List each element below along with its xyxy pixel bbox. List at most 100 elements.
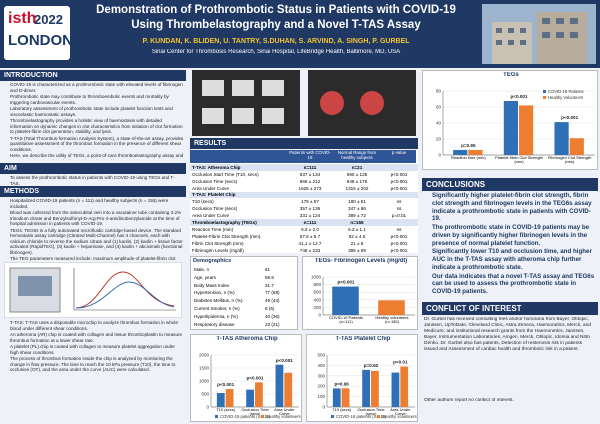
table-cell: Occlusion Time (secs) [192,178,238,184]
table-cell: p<0.001 [390,233,408,239]
list: COVID-19 is characterized as a prothromb… [2,82,184,160]
table-cell: 331 ± 124 [299,213,321,219]
p-value: p=0.95 [461,143,476,148]
section-heading: AIM [0,163,186,174]
table-title: Demographics [193,258,232,264]
legend-label: Healthy Volunteers [548,95,583,100]
y-tick-label: 80 [436,89,442,94]
table-header: Normal Range from healthy subjects [332,150,382,163]
bar [391,372,400,407]
y-tick-label: 100 [317,394,325,399]
p-value: p<0.001 [247,375,264,380]
x-tick-label: COVID-19 Patients (n=111) [328,316,363,325]
table-cell: 77 (69) [265,290,280,296]
table-cell: 59.6 [265,274,274,280]
table-cell: Area Under Curve [192,185,230,191]
table-cell: 347 ± 86 [348,206,366,212]
p-value: p<0.001 [217,382,234,387]
bar [225,389,234,407]
bullet: The prothrombotic state in COVID-19 pati… [432,224,596,247]
table-header [190,150,288,163]
table-cell: p<0.001 [390,240,408,246]
bar [284,372,293,407]
p-value: p<0.001 [561,115,578,120]
table-cell: 1316 ± 202 [345,185,369,191]
x-tick-label: T10 (secs) [216,408,236,412]
table-cell: ns [396,226,402,232]
bullet: The process of thrombus formation inside… [10,356,184,373]
table-cell: 41.1 ± 12.7 [298,240,322,246]
table-cell: Body Mass Index [194,282,230,288]
x-tick-label: Fibrinogen Clot Strength (mm) [547,156,592,165]
bar [371,370,379,407]
x-tick-label: Area Under Curve [274,408,295,417]
p-value: p=0.62 [364,363,379,368]
y-tick-label: 60 [436,105,442,110]
bullet: Laboratory assessment of prothrombotic s… [10,106,184,117]
bar [362,369,370,407]
table-header: p-value [382,150,416,163]
chart: T-TAS Platelet Chip 0 100 200 300 400 500 p=0.9… [306,334,418,422]
table-cell: Occlusion Start Time (T10, secs) [192,171,259,177]
y-tick-label: 1500 [199,366,210,371]
table-cell: 179 ± 57 [301,199,319,205]
bar [255,382,263,407]
bar [246,389,254,407]
bar [341,388,350,407]
table-cell: 31.7 [265,282,274,288]
p-value: p<0.001 [511,94,528,99]
legend-label: COVID-19 Patients [548,89,584,94]
table-cell: T10 (secs) [192,199,214,205]
list: To assess the prothrombotic status in pa… [2,175,184,185]
bullet: The TEG parameters measured include: max… [10,256,184,261]
table-cell: 948 ± 176 [346,178,368,184]
table-cell: 180 ± 51 [348,199,366,205]
table-cell: Hyperlipidemia, n (%) [194,313,238,319]
table-cell: Platelet-Fibrin Clot Strength (mm) [192,233,261,239]
y-tick-label: 1000 [311,275,322,280]
x-tick-label: Healthy volunteers (n=155) [375,316,409,325]
chart-title: T-TAS Atheroma Chip [216,336,278,342]
bar [453,149,468,155]
bar [503,101,518,155]
table-cell: ns [396,199,402,205]
table-cell: T-TAS: Atheroma Chip [192,164,241,170]
affiliation: Sinai Center for Thrombosis Research, Si… [151,49,401,55]
table-cell: 61 [265,267,271,272]
plot: 0 200 400 600 800 1000 p<0.001 [311,275,415,318]
bar [569,138,584,155]
table-cell: 690 ± 125 [346,171,368,177]
table-cell: Diabetes Mellitus, n (%) [194,298,243,304]
bar [378,300,405,315]
table-cell: 666 ± 212 [299,178,321,184]
table-cell: p<0.001 [390,171,408,177]
table-cell: Reaction Time (min) [192,226,234,232]
legend-swatch [543,96,546,99]
table-cell: Age, years [194,274,216,280]
table-cell: 386 ± 88 [348,247,366,253]
y-tick-label: 0 [318,313,321,318]
y-tick-label: 300 [317,373,325,378]
bullet: An atheroma (AR) chip is coated with col… [10,332,184,343]
y-tick-label: 500 [201,392,209,397]
building-photo [482,4,596,64]
table-cell: ns [396,206,402,212]
y-tick-label: 40 [436,121,442,126]
group-row [190,219,418,227]
table-cell: 62 ± 4.5 [348,233,366,239]
y-tick-label: 0 [206,405,209,410]
y-tick-label: 500 [317,353,325,358]
table-cell: 748 ± 233 [299,247,321,253]
bar [519,105,534,155]
x-tick-label: Reaction time (min) [450,156,486,160]
table-cell: 6.3 ± 2.0 [301,226,319,232]
title-line: Demonstration of Prothrombotic Status in… [96,4,456,16]
section-heading: METHODS [0,186,186,197]
x-tick-label: T10 (secs) [332,408,352,412]
bullet-list: T-TAS: T-TAS uses a disposable microchip… [2,320,184,422]
bullet: COVID-19 is characterized as a prothromb… [10,82,184,93]
list: Hospitalized COVID-19 patients (n = 111)… [2,198,184,261]
y-tick-label: 1000 [199,379,210,384]
table-cell: Fibrin Clot Strength (mm) [192,240,244,246]
